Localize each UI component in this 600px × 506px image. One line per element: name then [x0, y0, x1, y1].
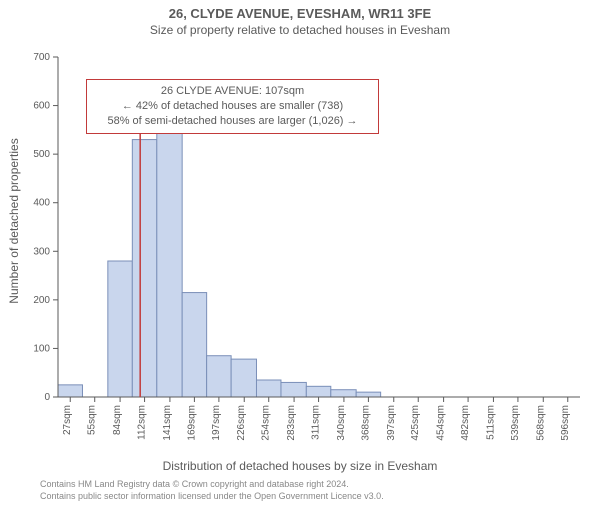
svg-text:141sqm: 141sqm [162, 405, 173, 441]
annotation-line-3: 58% of semi-detached houses are larger (… [95, 114, 370, 129]
svg-text:596sqm: 596sqm [560, 405, 571, 441]
svg-text:340sqm: 340sqm [336, 405, 347, 441]
svg-text:482sqm: 482sqm [460, 405, 471, 441]
svg-text:169sqm: 169sqm [186, 405, 197, 441]
svg-text:600: 600 [33, 101, 50, 112]
svg-text:254sqm: 254sqm [261, 405, 272, 441]
chart-area: Number of detached properties 0 100 200 300… [0, 41, 600, 461]
svg-text:197sqm: 197sqm [211, 405, 222, 441]
svg-text:55sqm: 55sqm [87, 405, 98, 435]
annotation-box: 26 CLYDE AVENUE: 107sqm ← 42% of detache… [86, 79, 379, 134]
svg-text:226sqm: 226sqm [236, 405, 247, 441]
svg-text:283sqm: 283sqm [286, 405, 297, 441]
annotation-line-1: 26 CLYDE AVENUE: 107sqm [95, 84, 370, 99]
svg-text:700: 700 [33, 52, 50, 63]
svg-text:425sqm: 425sqm [410, 405, 421, 441]
svg-text:539sqm: 539sqm [510, 405, 521, 441]
svg-text:200: 200 [33, 295, 50, 306]
svg-text:397sqm: 397sqm [386, 405, 397, 441]
svg-text:511sqm: 511sqm [485, 405, 496, 440]
y-axis-label: Number of detached properties [7, 138, 21, 303]
svg-text:112sqm: 112sqm [137, 405, 148, 440]
svg-text:0: 0 [44, 392, 50, 403]
svg-text:300: 300 [33, 246, 50, 257]
footer-attribution: Contains HM Land Registry data © Crown c… [40, 479, 600, 502]
footer-line-1: Contains HM Land Registry data © Crown c… [40, 479, 600, 491]
svg-text:500: 500 [33, 149, 50, 160]
svg-text:454sqm: 454sqm [436, 405, 447, 441]
svg-text:311sqm: 311sqm [311, 405, 322, 440]
footer-line-2: Contains public sector information licen… [40, 491, 600, 503]
svg-text:568sqm: 568sqm [535, 405, 546, 441]
page-subtitle: Size of property relative to detached ho… [0, 23, 600, 37]
page-title: 26, CLYDE AVENUE, EVESHAM, WR11 3FE [0, 6, 600, 21]
x-axis-label: Distribution of detached houses by size … [0, 459, 600, 473]
svg-text:84sqm: 84sqm [112, 405, 123, 435]
svg-text:100: 100 [33, 343, 50, 354]
svg-text:368sqm: 368sqm [360, 405, 371, 441]
annotation-line-2: ← 42% of detached houses are smaller (73… [95, 99, 370, 114]
svg-text:400: 400 [33, 198, 50, 209]
svg-text:27sqm: 27sqm [62, 405, 73, 435]
